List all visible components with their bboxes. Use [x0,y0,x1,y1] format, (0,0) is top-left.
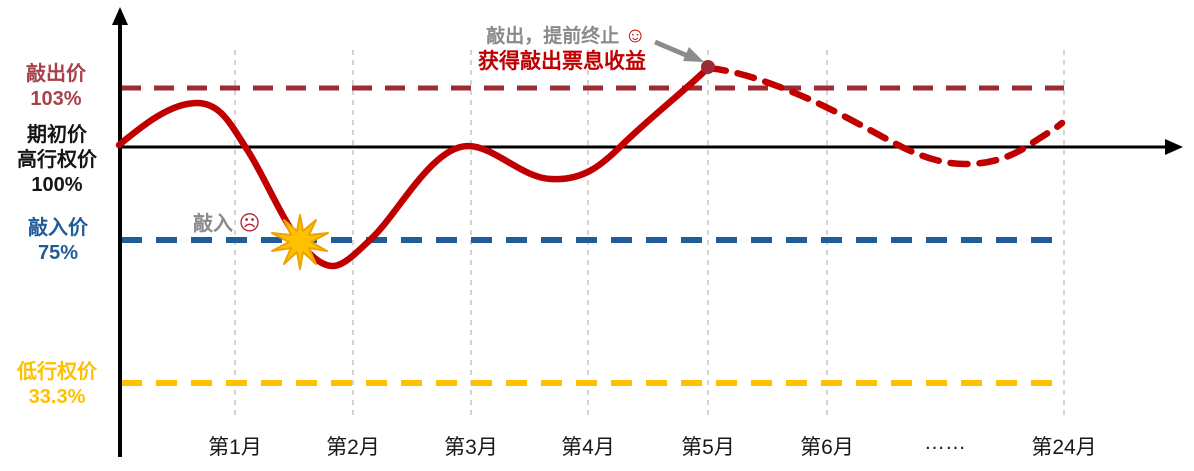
price-path-dashed-hypothetical [705,64,1066,168]
x-tick-month-1: 第1月 [208,436,262,459]
knockout-pointer-arrow-head-icon [683,47,704,62]
label-low-strike-value: 33.3% [28,386,86,408]
x-tick-month-3: 第3月 [444,436,498,459]
annotation-knockin-event: 敲入 ☹ [193,207,260,236]
x-axis-arrow-icon [1165,139,1183,155]
month-gridlines [234,50,1065,420]
x-tick-ellipsis: …… [924,431,966,454]
knockout-point-dot [701,60,715,74]
label-knockout-price: 敲出价 103% [2,62,110,112]
annotation-knockout-text: 敲出，提前终止 [486,26,625,47]
label-knockin-price-value: 75% [37,242,79,264]
y-axis-arrow-icon [112,7,128,25]
smiley-face-icon: ☺ [624,24,646,47]
x-tick-month-24: 第24月 [1031,436,1097,459]
x-tick-month-4: 第4月 [561,436,615,459]
label-initial-price-name1: 期初价 [27,124,87,146]
label-knockin-price: 敲入价 75% [8,216,108,266]
label-low-strike-price: 低行权价 33.3% [0,360,114,410]
frown-face-icon: ☹ [238,212,261,235]
x-tick-month-5: 第5月 [681,436,735,459]
label-initial-price: 期初价 高行权价 100% [0,123,114,198]
knockout-pointer-arrow-line [654,39,689,59]
label-knockin-price-name: 敲入价 [28,217,88,239]
x-tick-month-6: 第6月 [800,436,854,459]
x-tick-month-2: 第2月 [326,436,380,459]
annotation-knockin-text: 敲入 [193,213,239,235]
annotation-knockout-event: 敲出，提前终止 ☺ 获得敲出票息收益 [478,24,646,74]
price-path-solid [115,64,712,270]
label-initial-price-value: 100% [31,174,83,196]
label-knockout-price-value: 103% [30,88,82,110]
label-initial-price-name2: 高行权价 [17,149,97,171]
annotation-knockout-coupon-text: 获得敲出票息收益 [478,50,646,73]
label-low-strike-name: 低行权价 [17,361,97,383]
knockin-starburst-icon [271,214,329,270]
label-knockout-price-name: 敲出价 [26,63,86,85]
